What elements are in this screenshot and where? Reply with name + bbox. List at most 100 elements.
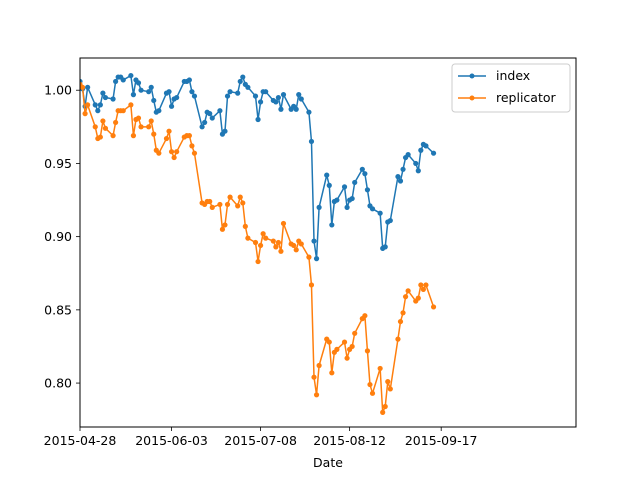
y-tick-label: 0.90 [44, 229, 72, 244]
data-point-index [257, 99, 264, 105]
legend: index replicator [451, 63, 571, 113]
data-point-replicator [120, 108, 126, 114]
data-point-replicator [369, 390, 376, 396]
data-point-replicator [430, 304, 437, 310]
data-point-replicator [344, 355, 350, 361]
data-point-index [349, 195, 355, 202]
data-point-replicator [293, 247, 299, 253]
data-point-index [405, 152, 411, 158]
data-point-index [209, 115, 215, 121]
data-point-index [418, 147, 424, 153]
data-point-index [430, 150, 437, 156]
data-point-replicator [135, 115, 142, 121]
data-point-index [245, 84, 251, 90]
data-point-replicator [92, 124, 98, 130]
data-point-index [352, 179, 358, 186]
data-point-replicator [280, 220, 287, 227]
series-layer [80, 72, 437, 415]
data-point-index [275, 94, 281, 101]
data-point-replicator [380, 409, 386, 415]
data-point-index [387, 217, 393, 224]
y-tick-label: 0.85 [44, 302, 72, 317]
data-point-index [217, 108, 223, 114]
data-point-index [235, 90, 241, 96]
data-point-index [166, 89, 172, 95]
data-point-index [191, 93, 198, 99]
data-point-replicator [189, 143, 195, 149]
data-point-replicator [387, 386, 393, 392]
data-point-replicator [240, 200, 246, 206]
axes-frame [79, 57, 577, 428]
data-point-index [148, 84, 154, 90]
data-point-replicator [326, 339, 332, 345]
data-point-index [308, 138, 315, 145]
data-point-index [174, 94, 180, 101]
data-point-replicator [217, 201, 223, 208]
y-tick-label: 0.95 [44, 156, 72, 171]
data-point-replicator [308, 282, 315, 288]
data-point-index [423, 143, 429, 149]
data-point-index [255, 116, 261, 123]
data-point-replicator [364, 348, 371, 354]
data-point-index [364, 187, 371, 193]
data-point-replicator [270, 238, 276, 244]
data-point-index [120, 77, 126, 83]
data-point-index [227, 89, 233, 95]
data-point-replicator [306, 254, 312, 260]
x-tick-label: 2015-06-03 [135, 433, 208, 448]
data-point-index [224, 93, 231, 99]
data-point-replicator [235, 203, 241, 209]
data-point-index [293, 106, 299, 112]
data-point-index [85, 84, 91, 90]
data-point-replicator [313, 392, 320, 398]
data-point-replicator [80, 84, 86, 90]
data-point-replicator [420, 286, 426, 292]
y-tick-label: 1.00 [44, 83, 72, 98]
data-point-index [92, 102, 98, 108]
data-point-replicator [252, 239, 259, 246]
data-point-replicator [377, 365, 383, 372]
data-point-replicator [275, 239, 281, 246]
data-point-replicator [151, 131, 157, 137]
x-tick-label: 2015-04-28 [44, 433, 117, 448]
data-point-replicator [278, 248, 284, 254]
data-point-index [326, 182, 332, 188]
data-point-replicator [352, 330, 358, 336]
data-point-index [324, 172, 330, 178]
data-point-replicator [102, 125, 109, 131]
data-point-replicator [163, 135, 170, 142]
data-point-replicator [291, 242, 297, 249]
data-point-index [263, 89, 269, 95]
data-point-replicator [242, 223, 248, 229]
data-point-index [278, 106, 284, 112]
data-point-index [202, 119, 208, 126]
data-point-index [296, 92, 302, 98]
data-point-index [359, 166, 365, 172]
data-point-index [95, 108, 101, 114]
data-point-replicator [255, 258, 261, 265]
data-point-index [113, 78, 119, 85]
data-point-replicator [349, 343, 355, 350]
data-point-replicator [209, 204, 215, 210]
data-point-index [280, 92, 287, 98]
data-point-replicator [334, 346, 340, 352]
data-point-index [138, 87, 144, 93]
data-point-index [237, 78, 243, 85]
data-point-replicator [207, 198, 213, 205]
legend-label-index: index [496, 68, 530, 83]
data-point-replicator [113, 119, 119, 126]
data-point-index [397, 178, 404, 184]
x-axis: 2015-04-28 2015-06-03 2015-07-08 2015-08-12… [44, 427, 478, 448]
data-point-replicator [311, 374, 317, 380]
y-axis: 0.80 0.85 0.90 0.95 1.00 [44, 83, 80, 391]
data-point-index [313, 256, 320, 262]
data-point-replicator [418, 282, 424, 288]
data-point-replicator [385, 379, 391, 385]
legend-entry-index: index [458, 68, 530, 83]
data-point-replicator [97, 134, 103, 140]
data-point-index [146, 89, 152, 95]
data-point-replicator [263, 235, 269, 241]
data-point-index [156, 108, 162, 114]
plot-area [79, 57, 577, 428]
data-point-index [415, 168, 421, 174]
